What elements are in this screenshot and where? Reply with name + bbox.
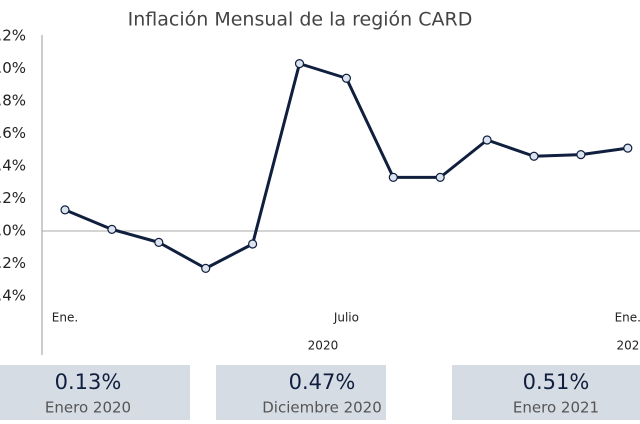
y-tick-label: 0.0% — [0, 222, 26, 240]
year-label: 2021 — [617, 339, 640, 353]
marker — [576, 150, 586, 160]
marker — [623, 143, 633, 153]
card-value: 0.13% — [55, 370, 122, 394]
card-label: Enero 2021 — [513, 399, 599, 417]
y-tick-label: 1.2% — [0, 27, 26, 45]
y-tick-label: 0.6% — [0, 124, 26, 142]
marker — [107, 224, 117, 234]
marker — [388, 172, 398, 182]
y-tick-label: -0.2% — [0, 254, 26, 272]
y-tick-label: 1.0% — [0, 59, 26, 77]
card-label: Enero 2020 — [45, 399, 131, 417]
card-value: 0.47% — [289, 370, 356, 394]
summary-card — [452, 365, 640, 420]
summary-card — [216, 365, 386, 420]
card-label: Diciembre 2020 — [262, 399, 382, 417]
y-tick-label: 0.2% — [0, 189, 26, 207]
y-tick-label: 0.4% — [0, 157, 26, 175]
line — [64, 62, 629, 270]
marker — [294, 59, 305, 69]
marker — [154, 237, 164, 247]
marker — [435, 172, 445, 182]
marker — [341, 73, 351, 83]
marker — [529, 151, 539, 161]
chart-title: Inflación Mensual de la región CARD — [128, 9, 473, 31]
year-label: 2020 — [308, 339, 339, 353]
x-tick-label: Ene. — [52, 311, 78, 325]
y-tick-label: -0.4% — [0, 287, 26, 305]
x-tick-label: Ene. — [615, 311, 640, 325]
marker — [60, 205, 70, 215]
marker — [482, 135, 492, 145]
marker — [248, 239, 258, 249]
y-tick-label: 0.8% — [0, 92, 26, 110]
card-value: 0.51% — [523, 370, 590, 394]
summary-card — [0, 365, 190, 420]
x-tick-label: Julio — [333, 311, 359, 325]
marker — [201, 263, 211, 273]
